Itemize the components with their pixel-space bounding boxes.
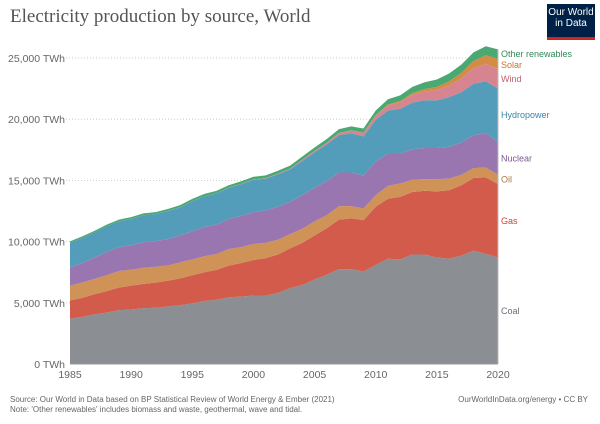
x-tick-label: 1990 [119,369,143,381]
y-tick-label: 15,000 TWh [8,175,65,187]
y-tick-label: 10,000 TWh [8,237,65,249]
footnote: Note: 'Other renewables' includes biomas… [10,405,303,414]
series-label: Nuclear [501,153,532,163]
area-gas [70,177,498,319]
series-label: Other renewables [501,49,573,59]
area-coal [70,250,498,364]
y-tick-label: 20,000 TWh [8,114,65,126]
area-other-renewables [70,46,498,243]
chart-title: Electricity production by source, World [10,6,311,27]
y-tick-label: 0 TWh [34,359,65,371]
x-tick-label: 1995 [181,369,205,381]
credit-link[interactable]: OurWorldInData.org/energy • CC BY [458,395,588,404]
series-label: Wind [501,74,522,84]
logo-line-1: Our World [548,7,594,18]
x-tick-label: 2020 [486,369,510,381]
area-wind [70,63,498,243]
area-hydropower [70,81,498,268]
source-note: Source: Our World in Data based on BP St… [10,395,335,404]
series-label: Solar [501,60,522,70]
y-tick-label: 25,000 TWh [8,53,65,65]
series-label: Coal [501,306,520,316]
x-tick-label: 2000 [242,369,266,381]
area-oil [70,167,498,301]
x-tick-label: 1985 [58,369,82,381]
owid-logo[interactable]: Our World in Data [547,4,595,40]
series-label: Oil [501,174,512,184]
series-label: Gas [501,216,518,226]
y-tick-label: 5,000 TWh [14,298,65,310]
x-tick-label: 2015 [425,369,449,381]
logo-line-2: in Data [555,18,587,29]
series-label: Hydropower [501,110,550,120]
x-tick-label: 2005 [303,369,327,381]
x-tick-label: 2010 [364,369,388,381]
area-nuclear [70,133,498,286]
